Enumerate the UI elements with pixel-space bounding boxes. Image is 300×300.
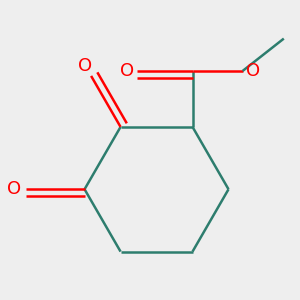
Text: O: O — [78, 57, 92, 75]
Text: O: O — [7, 180, 21, 198]
Text: O: O — [246, 62, 260, 80]
Text: O: O — [120, 62, 134, 80]
